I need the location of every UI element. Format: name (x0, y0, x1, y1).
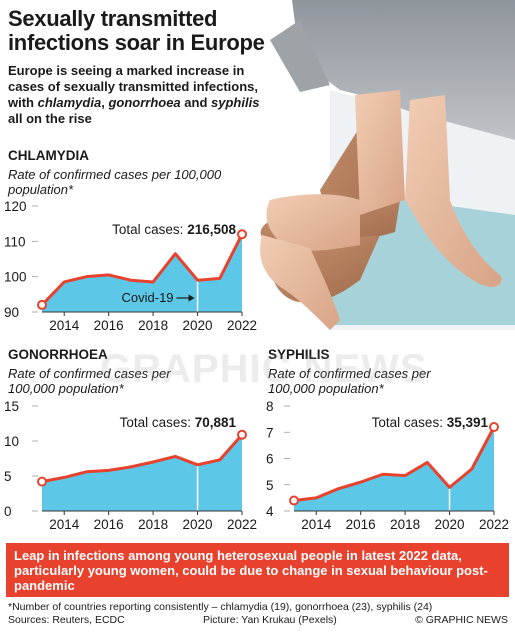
syphilis-ytick-label: 8 (266, 399, 274, 414)
gonorrhoea-total-label: Total cases: (120, 415, 195, 430)
gonorrhoea-total-value: 70,881 (195, 415, 237, 430)
chlamydia-ytick-label: 90 (4, 305, 19, 320)
syphilis-xtick-label: 2014 (301, 517, 332, 532)
syphilis-xtick-label: 2018 (390, 517, 420, 532)
footnote: *Number of countries reporting consisten… (8, 601, 433, 613)
chlamydia-point-2013 (37, 299, 47, 310)
chlamydia-covid-annotation: Covid-19 (122, 290, 174, 305)
gonorrhoea-point-2022 (237, 429, 247, 440)
subtitle-text-4: all on the rise (8, 111, 92, 126)
syphilis-header: SYPHILIS Rate of confirmed cases per 100… (268, 347, 468, 396)
syphilis-ytick-label: 5 (266, 478, 274, 493)
summary-banner: Leap in infections among young heterosex… (6, 543, 509, 597)
chlamydia-ylabel: Rate of confirmed cases per 100,000 popu… (8, 167, 222, 197)
chlamydia-ytick-label: 120 (4, 199, 27, 214)
syphilis-chart: 4 5 6 7 8 2014 2016 2018 2020 2022 Total cases: 35… (266, 399, 509, 532)
chlamydia-total-cases: Total cases: 216,508 (112, 222, 236, 237)
gonorrhoea-ytick-label: 0 (4, 504, 12, 519)
gonorrhoea-chart: 0 5 10 15 2014 2016 2018 2020 2022 Total cases: 7… (4, 399, 257, 532)
gonorrhoea-xtick-label: 2016 (94, 517, 124, 532)
chlamydia-line (40, 233, 244, 306)
chlamydia-total-value: 216,508 (187, 222, 236, 237)
chlamydia-ytick-label: 110 (4, 234, 26, 249)
syphilis-xtick-label: 2020 (435, 517, 465, 532)
chlamydia-title: CHLAMYDIA (8, 148, 89, 163)
chlamydia-xtick-label: 2020 (183, 318, 213, 333)
chlamydia-point-2022 (237, 229, 247, 240)
picture-credit: Picture: Yan Krukau (Pexels) (202, 614, 337, 626)
gonorrhoea-xtick-label: 2018 (138, 517, 168, 532)
gonorrhoea-xtick-label: 2020 (183, 517, 213, 532)
chlamydia-header: CHLAMYDIA Rate of confirmed cases per 10… (8, 148, 268, 197)
gonorrhoea-ytick-label: 15 (4, 399, 19, 414)
chlamydia-xtick-label: 2018 (138, 318, 168, 333)
subtitle-gonorrhoea: gonorrhoea (108, 95, 181, 110)
chlamydia-ytick-label: 100 (4, 270, 27, 285)
gonorrhoea-total-cases: Total cases: 70,881 (120, 415, 237, 430)
gonorrhoea-xtick-label: 2022 (227, 517, 257, 532)
subtitle-text-1: Europe is seeing a marked increase in ca… (8, 63, 258, 110)
chlamydia-area (42, 234, 242, 312)
chlamydia-covid-arrow-head (188, 294, 195, 302)
page-title: Sexually transmitted infections soar in … (8, 6, 265, 55)
syphilis-line (293, 426, 496, 502)
syphilis-ytick-label: 4 (266, 504, 274, 519)
chlamydia-xtick-label: 2016 (94, 318, 124, 333)
gonorrhoea-point-2013 (37, 476, 47, 487)
gonorrhoea-ytick-label: 5 (4, 469, 12, 484)
gonorrhoea-xtick-label: 2014 (49, 517, 80, 532)
syphilis-total-value: 35,391 (447, 415, 489, 430)
page-subtitle: Europe is seeing a marked increase in ca… (8, 63, 270, 127)
chlamydia-xtick-label: 2014 (49, 318, 80, 333)
chlamydia-chart: 90 100 110 120 2014 2016 2018 2020 2022 Total cas… (4, 199, 257, 333)
footer: *Number of countries reporting consisten… (8, 601, 508, 627)
gonorrhoea-area (42, 434, 242, 511)
subtitle-syphilis: syphilis (211, 95, 260, 110)
subtitle-chlamydia: chlamydia (37, 95, 102, 110)
syphilis-total-cases: Total cases: 35,391 (372, 415, 489, 430)
syphilis-point-2022 (489, 422, 499, 432)
syphilis-point-2013 (289, 495, 299, 506)
syphilis-title: SYPHILIS (268, 347, 330, 362)
syphilis-xtick-label: 2016 (346, 517, 376, 532)
subtitle-text-2: , (101, 95, 109, 110)
graphic-news-credit: © GRAPHIC NEWS (415, 614, 508, 626)
subtitle-text-3: and (180, 95, 212, 110)
gonorrhoea-ytick-label: 10 (4, 434, 19, 449)
syphilis-area (294, 427, 494, 511)
syphilis-ytick-label: 7 (266, 425, 274, 440)
gonorrhoea-line (41, 433, 244, 484)
syphilis-xtick-label: 2022 (479, 517, 509, 532)
syphilis-total-label: Total cases: (372, 415, 447, 430)
chlamydia-xtick-label: 2022 (227, 318, 257, 333)
gonorrhoea-ylabel: Rate of confirmed cases per 100,000 popu… (8, 366, 171, 396)
chlamydia-total-label: Total cases: (112, 222, 187, 237)
gonorrhoea-header: GONORRHOEA Rate of confirmed cases per 1… (8, 347, 208, 396)
syphilis-ytick-label: 6 (266, 452, 274, 467)
gonorrhoea-title: GONORRHOEA (8, 347, 108, 362)
bed-feet-photo (260, 0, 515, 330)
syphilis-ylabel: Rate of confirmed cases per 100,000 popu… (268, 366, 431, 396)
sources: Sources: Reuters, ECDC (8, 614, 125, 626)
